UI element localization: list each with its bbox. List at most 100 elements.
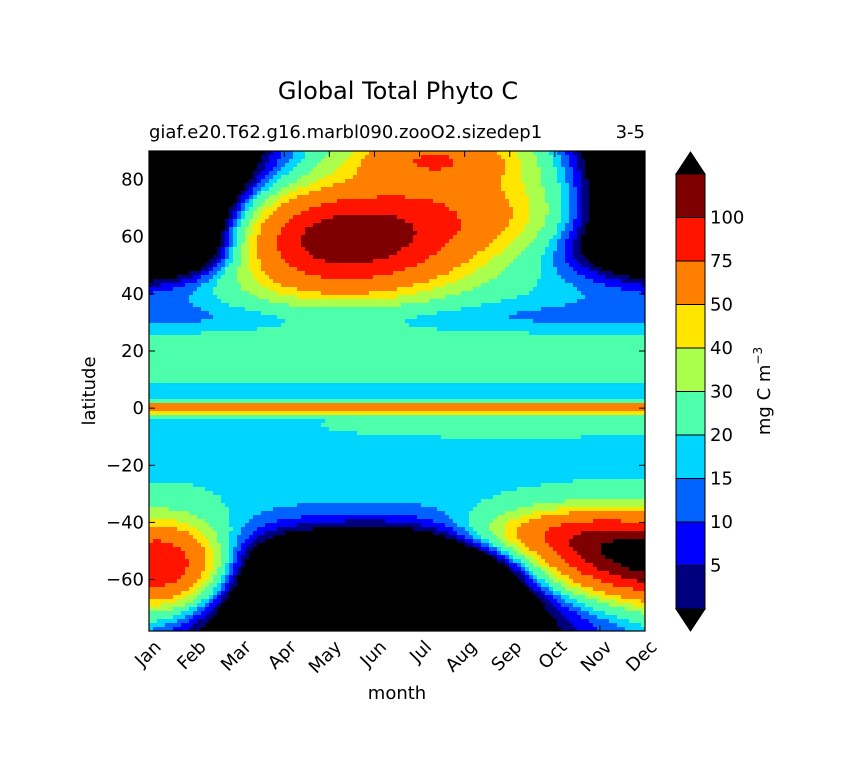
field-cell bbox=[341, 183, 346, 188]
field-cell bbox=[461, 195, 466, 200]
field-cell bbox=[233, 231, 238, 236]
field-cell bbox=[185, 179, 190, 184]
field-cell bbox=[621, 167, 626, 172]
field-cell bbox=[289, 307, 294, 312]
field-cell bbox=[317, 247, 322, 252]
field-cell bbox=[389, 291, 394, 296]
field-cell bbox=[405, 307, 410, 312]
field-cell bbox=[593, 203, 598, 208]
field-cell bbox=[433, 287, 438, 292]
field-cell bbox=[149, 251, 154, 256]
field-cell bbox=[201, 259, 206, 264]
field-cell bbox=[189, 283, 194, 288]
field-cell bbox=[537, 175, 542, 180]
field-cell bbox=[453, 251, 458, 256]
field-cell bbox=[501, 183, 506, 188]
field-cell bbox=[409, 255, 414, 260]
field-cell bbox=[277, 239, 282, 244]
field-cell bbox=[569, 199, 574, 204]
field-cell bbox=[485, 155, 490, 160]
field-cell bbox=[189, 155, 194, 160]
field-cell bbox=[369, 299, 374, 304]
field-cell bbox=[301, 151, 306, 156]
field-cell bbox=[541, 267, 546, 272]
field-cell bbox=[533, 187, 538, 192]
field-cell bbox=[437, 195, 442, 200]
field-cell bbox=[273, 219, 278, 224]
field-cell bbox=[473, 259, 478, 264]
field-cell bbox=[305, 251, 310, 256]
field-cell bbox=[401, 303, 406, 308]
field-cell bbox=[525, 231, 530, 236]
field-cell bbox=[541, 227, 546, 232]
field-cell bbox=[225, 231, 230, 236]
field-cell bbox=[257, 227, 262, 232]
field-cell bbox=[633, 215, 638, 220]
field-cell bbox=[605, 299, 610, 304]
field-cell bbox=[361, 287, 366, 292]
field-cell bbox=[637, 279, 642, 284]
field-cell bbox=[273, 171, 278, 176]
field-cell bbox=[553, 183, 558, 188]
field-cell bbox=[369, 179, 374, 184]
field-cell bbox=[501, 219, 506, 224]
field-cell bbox=[385, 223, 390, 228]
field-cell bbox=[241, 295, 246, 300]
field-cell bbox=[297, 195, 302, 200]
field-cell bbox=[189, 251, 194, 256]
field-cell bbox=[561, 255, 566, 260]
field-cell bbox=[197, 219, 202, 224]
field-cell bbox=[317, 299, 322, 304]
field-cell bbox=[469, 247, 474, 252]
field-cell bbox=[601, 171, 606, 176]
field-cell bbox=[213, 235, 218, 240]
field-cell bbox=[601, 187, 606, 192]
field-cell bbox=[185, 223, 190, 228]
field-cell bbox=[337, 159, 342, 164]
field-cell bbox=[325, 211, 330, 216]
field-cell bbox=[405, 259, 410, 264]
field-cell bbox=[529, 187, 534, 192]
field-cell bbox=[165, 279, 170, 284]
field-cell bbox=[613, 151, 618, 156]
field-cell bbox=[209, 255, 214, 260]
field-cell bbox=[373, 163, 378, 168]
field-cell bbox=[265, 215, 270, 220]
field-cell bbox=[509, 191, 514, 196]
field-cell bbox=[505, 307, 510, 312]
field-cell bbox=[193, 271, 198, 276]
field-cell bbox=[629, 259, 634, 264]
field-cell bbox=[165, 203, 170, 208]
field-cell bbox=[477, 267, 482, 272]
field-cell bbox=[557, 215, 562, 220]
field-cell bbox=[601, 267, 606, 272]
field-cell bbox=[357, 187, 362, 192]
field-cell bbox=[445, 163, 450, 168]
field-cell bbox=[181, 303, 186, 308]
field-cell bbox=[189, 311, 194, 316]
field-cell bbox=[193, 267, 198, 272]
field-cell bbox=[265, 255, 270, 260]
field-cell bbox=[181, 283, 186, 288]
field-cell bbox=[525, 307, 530, 312]
field-cell bbox=[165, 199, 170, 204]
field-cell bbox=[493, 267, 498, 272]
field-cell bbox=[577, 247, 582, 252]
field-cell bbox=[229, 155, 234, 160]
field-cell bbox=[245, 203, 250, 208]
field-cell bbox=[285, 219, 290, 224]
field-cell bbox=[421, 183, 426, 188]
field-cell bbox=[481, 155, 486, 160]
field-cell bbox=[521, 195, 526, 200]
field-cell bbox=[445, 251, 450, 256]
field-cell bbox=[197, 203, 202, 208]
field-cell bbox=[489, 283, 494, 288]
field-cell bbox=[545, 151, 550, 156]
field-cell bbox=[401, 199, 406, 204]
field-cell bbox=[477, 199, 482, 204]
field-cell bbox=[597, 175, 602, 180]
field-cell bbox=[617, 175, 622, 180]
field-cell bbox=[477, 283, 482, 288]
field-cell bbox=[481, 151, 486, 156]
field-cell bbox=[373, 223, 378, 228]
